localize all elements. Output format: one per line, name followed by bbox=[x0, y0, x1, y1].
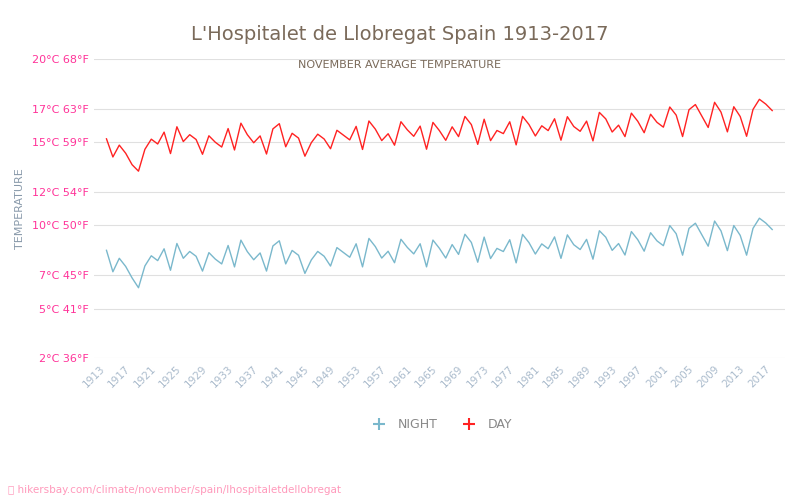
Text: L'Hospitalet de Llobregat Spain 1913-2017: L'Hospitalet de Llobregat Spain 1913-201… bbox=[191, 25, 609, 44]
Text: NOVEMBER AVERAGE TEMPERATURE: NOVEMBER AVERAGE TEMPERATURE bbox=[298, 60, 502, 70]
Legend: NIGHT, DAY: NIGHT, DAY bbox=[362, 413, 517, 436]
Text: 🌍 hikersbay.com/climate/november/spain/lhospitaletdellobregat: 🌍 hikersbay.com/climate/november/spain/l… bbox=[8, 485, 341, 495]
Y-axis label: TEMPERATURE: TEMPERATURE bbox=[15, 168, 25, 249]
